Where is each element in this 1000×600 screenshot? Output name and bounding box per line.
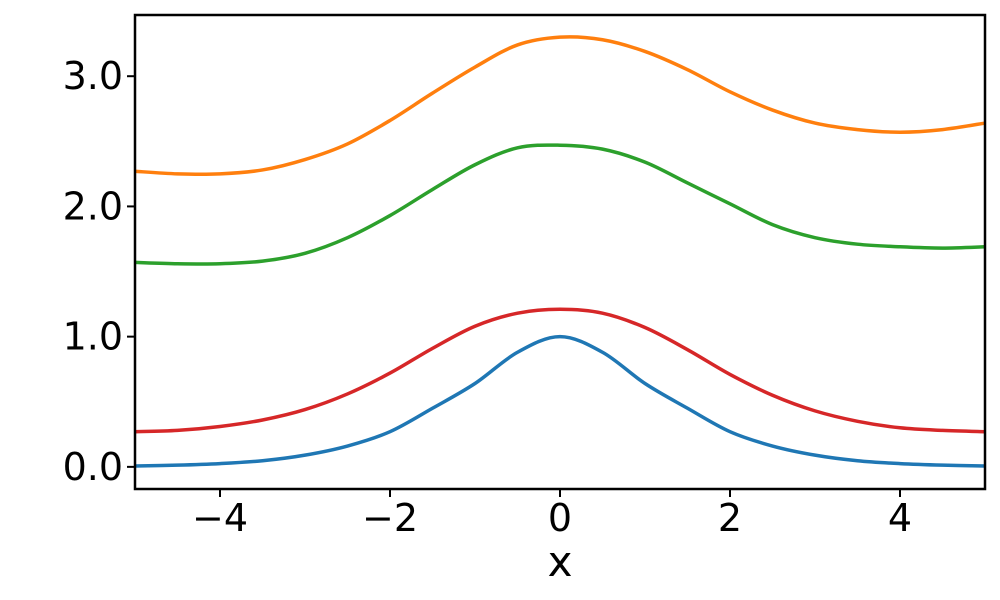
x-tick-label: −2 xyxy=(362,496,418,540)
series-line-2 xyxy=(134,35,986,177)
x-tick-label: 2 xyxy=(718,496,742,540)
y-axis-ticks: 0.0 1.0 2.0 3.0 xyxy=(63,54,135,489)
x-tick-label: 0 xyxy=(548,496,572,540)
series-layer xyxy=(134,35,986,468)
x-axis-ticks: −4 −2 0 2 4 xyxy=(192,489,912,540)
x-tick-label: 4 xyxy=(888,496,912,540)
series-line-1 xyxy=(134,334,986,468)
y-tick-label: 3.0 xyxy=(63,54,123,98)
series-line-3 xyxy=(134,143,986,266)
y-tick-label: 2.0 xyxy=(63,184,123,228)
y-tick-label: 0.0 xyxy=(63,445,123,489)
y-tick-label: 1.0 xyxy=(63,315,123,359)
x-tick-label: −4 xyxy=(192,496,248,540)
plot-frame xyxy=(133,13,987,491)
series-line-4 xyxy=(134,307,986,434)
x-axis-label: x xyxy=(548,537,573,586)
